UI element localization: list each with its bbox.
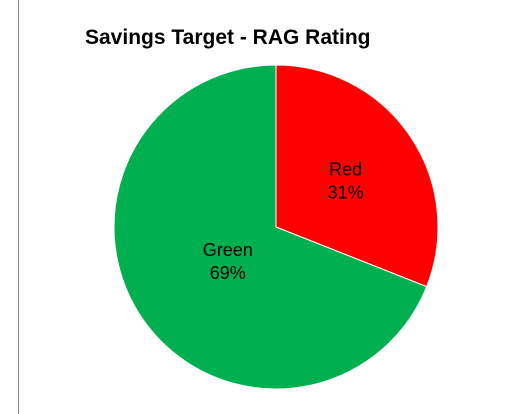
slice-label-percent-green: 69% xyxy=(210,263,246,283)
pie-slice-green xyxy=(113,64,428,390)
slice-label-category-green: Green xyxy=(203,240,253,260)
slice-label-category-red: Red xyxy=(329,160,362,180)
pie-slice-red xyxy=(275,64,439,288)
slice-label-percent-red: 31% xyxy=(328,183,364,203)
chart-title: Savings Target - RAG Rating xyxy=(85,26,371,49)
